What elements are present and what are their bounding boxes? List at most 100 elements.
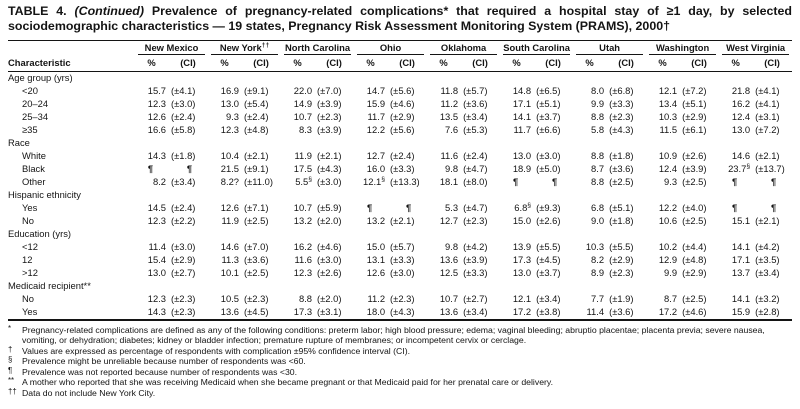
percent-value: 13.1 [366, 254, 386, 266]
section-row: Medicaid recipient** [8, 280, 792, 293]
percent-value: 12.2 [658, 202, 678, 214]
table-row: Other 8.2 (±3.4) 8.2? (±11.0) 5.5§ (±3.0) 12.1§… [8, 176, 792, 189]
ci-value: (±1.8) [609, 150, 634, 162]
ci-value: (±9.1) [244, 85, 269, 97]
ci-value: (±9.1) [244, 163, 269, 175]
percent-value: 12.7 [439, 215, 459, 227]
percent-header: % [719, 56, 753, 72]
row-label: Other [22, 176, 46, 188]
percent-value: 18.1 [439, 176, 459, 188]
percent-value: ¶ [512, 176, 519, 188]
state-header-north-carolina: North Carolina [281, 39, 355, 57]
ci-value: (±2.3) [171, 306, 196, 318]
ci-value: (±3.8) [536, 306, 561, 318]
percent-value: 8.8 [591, 176, 605, 188]
ci-value: (±2.5) [244, 215, 269, 227]
state-header-ohio: Ohio [354, 39, 428, 57]
table-row: No 12.3 (±2.3) 10.5 (±2.3) 8.8 (±2.0) 11.2 (±2.3… [8, 293, 792, 306]
ci-value: (±5.5) [536, 241, 561, 253]
ci-value: (±4.3) [390, 306, 415, 318]
percent-value: 12.6 [220, 202, 240, 214]
footnote-text: Prevalence might be unreliable because n… [22, 356, 306, 367]
ci-value: (±2.5) [682, 293, 707, 305]
percent-value: ¶ [147, 163, 154, 175]
ci-header: (CI) [460, 56, 501, 72]
percent-value: 14.8 [512, 85, 532, 97]
ci-value: (±7.0) [317, 85, 342, 97]
percent-value: 10.3 [585, 241, 605, 253]
ci-value: (±4.3) [317, 163, 342, 175]
percent-value: 15.9 [731, 306, 751, 318]
percent-value: 14.5 [147, 202, 166, 214]
ci-value: (±2.9) [609, 254, 634, 266]
state-name: Utah [576, 43, 644, 56]
state-name: New York†† [211, 42, 279, 56]
percent-header: % [646, 56, 680, 72]
table-row: No 12.3 (±2.2) 11.9 (±2.5) 13.2 (±2.0) 13.2 (±2.… [8, 215, 792, 228]
row-label: White [22, 150, 46, 162]
ci-value: (±3.0) [171, 241, 196, 253]
ci-value: (±3.3) [609, 98, 634, 110]
ci-header: (CI) [241, 56, 282, 72]
ci-value: (±3.6) [463, 98, 488, 110]
percent-value: 13.2 [366, 215, 386, 227]
percent-value: 9.8 [445, 241, 459, 253]
ci-value: (±3.9) [317, 98, 342, 110]
ci-value: ¶ [186, 163, 193, 175]
percent-value: 14.1 [731, 241, 751, 253]
ci-value: (±3.5) [755, 254, 780, 266]
percent-value: 10.6 [658, 215, 678, 227]
section-row: Race [8, 137, 792, 150]
ci-value: (±2.3) [171, 293, 196, 305]
ci-value: (±2.6) [536, 215, 561, 227]
percent-value: 17.5 [293, 163, 313, 175]
row-label: ≥35 [22, 124, 38, 136]
percent-value: 6.8 [591, 202, 605, 214]
table-row: >12 13.0 (±2.7) 10.1 (±2.5) 12.3 (±2.6) 12.6 (±3… [8, 267, 792, 280]
percent-value: 16.2 [293, 241, 313, 253]
ci-value: (±3.7) [536, 267, 561, 279]
ci-value: (±2.6) [682, 150, 707, 162]
percent-value: 9.8 [445, 163, 459, 175]
section-header: Education (yrs) [8, 228, 72, 240]
table-title-rest: Prevalence of pregnancy-related complica… [8, 4, 792, 34]
ci-value: (±4.7) [463, 202, 488, 214]
percent-value: 12.7 [366, 150, 386, 162]
ci-value: (±2.8) [755, 306, 780, 318]
ci-value: (±4.6) [317, 241, 342, 253]
footnote: * Pregnancy-related complications are def… [8, 324, 792, 346]
percent-value: ¶ [732, 176, 738, 188]
ci-value: (±3.4) [171, 176, 196, 188]
percent-value: 14.6 [731, 150, 751, 162]
footnote: †† Data do not include New York City. [8, 387, 792, 399]
percent-value: 11.7 [367, 111, 386, 123]
ci-value: (±13.7) [755, 163, 785, 175]
percent-value: 7.7 [591, 293, 605, 305]
section-row: Education (yrs) [8, 228, 792, 241]
percent-value: 21.5 [220, 163, 240, 175]
percent-value: 13.0 [512, 150, 532, 162]
row-label: Yes [22, 202, 38, 214]
ci-value: (±5.6) [390, 85, 415, 97]
ci-value: (±9.3) [536, 202, 561, 214]
percent-value: 6.8§ [514, 202, 532, 214]
ci-value: (±2.1) [755, 215, 780, 227]
ci-header: (CI) [314, 56, 355, 72]
percent-value: 8.0 [591, 85, 605, 97]
percent-value: 14.9 [293, 98, 313, 110]
table-row: White 14.3 (±1.8) 10.4 (±2.1) 11.9 (±2.1) 12.7 (… [8, 150, 792, 163]
ci-value: (±2.3) [244, 293, 269, 305]
ci-value: (±3.3) [390, 163, 415, 175]
ci-value: (±5.7) [463, 85, 488, 97]
ci-value: (±3.9) [317, 124, 342, 136]
percent-value: 11.5 [659, 124, 678, 136]
ci-value: ¶ [551, 176, 558, 188]
percent-value: 8.8 [591, 111, 605, 123]
percent-value: 13.0 [512, 267, 532, 279]
state-header-west-virginia: West Virginia [719, 39, 793, 57]
percent-value: 12.3 [147, 98, 166, 110]
state-name: South Carolina [503, 42, 571, 56]
ci-value: (±7.0) [244, 241, 269, 253]
ci-value: (±2.0) [317, 293, 342, 305]
footnote-marker: † [8, 344, 13, 354]
